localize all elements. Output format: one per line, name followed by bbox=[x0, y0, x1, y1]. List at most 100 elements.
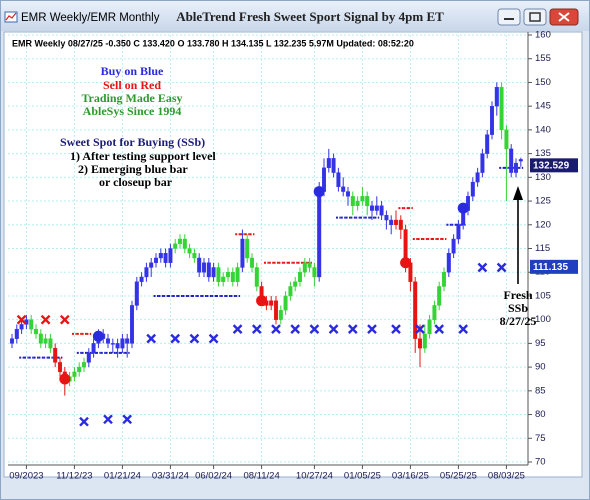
candle-body bbox=[201, 262, 206, 273]
window-title: AbleTrend Fresh Sweet Sport Signal by 4p… bbox=[176, 9, 444, 24]
buy-x-marker bbox=[189, 333, 200, 344]
candle-body bbox=[278, 309, 283, 320]
candle-body bbox=[173, 243, 178, 249]
buy-x-marker bbox=[458, 324, 469, 335]
candle-body bbox=[326, 158, 331, 169]
candle-body bbox=[197, 257, 202, 273]
candle-body bbox=[312, 267, 317, 278]
close-icon bbox=[558, 12, 570, 22]
candle-body bbox=[187, 248, 192, 254]
y-tick-label: 85 bbox=[535, 385, 546, 396]
candle-body bbox=[249, 257, 254, 268]
candle-body bbox=[384, 215, 389, 221]
buy-x-marker bbox=[415, 324, 425, 335]
candle-body bbox=[509, 148, 514, 173]
y-tick-label: 130 bbox=[535, 172, 551, 183]
candle-body bbox=[475, 172, 480, 183]
candle-body bbox=[422, 333, 427, 349]
y-tick-label: 115 bbox=[535, 243, 550, 254]
sell-circle bbox=[59, 373, 71, 385]
candle-body bbox=[451, 238, 456, 254]
candle-body bbox=[34, 328, 39, 335]
buy-x-marker bbox=[477, 262, 488, 273]
buy-x-marker bbox=[170, 333, 181, 344]
candle-body bbox=[38, 333, 43, 344]
candle-body bbox=[14, 328, 19, 339]
sell-x-marker bbox=[40, 314, 51, 325]
candle-body bbox=[379, 205, 384, 216]
buy-x-marker bbox=[122, 414, 133, 425]
x-tick-label: 08/03/25 bbox=[488, 471, 525, 482]
buy-x-marker bbox=[328, 324, 339, 335]
y-tick-label: 80 bbox=[535, 409, 546, 420]
annotation: SSb bbox=[508, 301, 528, 315]
buy-x-marker bbox=[391, 324, 401, 335]
buy-x-marker bbox=[347, 324, 358, 335]
candle-body bbox=[350, 196, 355, 207]
y-tick-label: 70 bbox=[535, 457, 546, 468]
price-tag bbox=[530, 259, 578, 274]
annotation: or closeup bar bbox=[99, 175, 173, 189]
candle-body bbox=[302, 262, 307, 273]
candle-body bbox=[29, 319, 34, 330]
candle-body bbox=[398, 219, 403, 230]
x-tick-label: 03/31/24 bbox=[152, 471, 189, 482]
candle-body bbox=[418, 338, 423, 349]
candle-body bbox=[158, 253, 163, 259]
x-tick-label: 06/02/24 bbox=[195, 471, 232, 482]
candle-body bbox=[115, 343, 120, 349]
candle-body bbox=[153, 257, 158, 263]
price-tag-label: 111.135 bbox=[533, 262, 568, 273]
candle-body bbox=[254, 267, 259, 287]
y-tick-label: 145 bbox=[535, 101, 551, 112]
candle-body bbox=[494, 86, 499, 107]
candle-body bbox=[206, 262, 211, 278]
candle-body bbox=[485, 134, 490, 154]
buy-x-marker bbox=[434, 324, 445, 335]
candle-body bbox=[216, 267, 221, 282]
candle-body bbox=[346, 191, 351, 197]
candle-body bbox=[192, 253, 197, 259]
candle-body bbox=[432, 305, 437, 320]
y-tick-label: 150 bbox=[535, 77, 551, 88]
candle-body bbox=[58, 362, 63, 373]
quote-header: EMR Weekly 08/27/25 -0.350 C 133.420 O 1… bbox=[12, 38, 414, 48]
candle-body bbox=[105, 338, 110, 344]
candle-body bbox=[298, 272, 303, 282]
candle-body bbox=[240, 238, 245, 268]
y-tick-label: 135 bbox=[535, 148, 551, 159]
candle-body bbox=[211, 267, 216, 278]
candle-body bbox=[394, 219, 399, 225]
x-tick-label: 10/27/24 bbox=[296, 471, 333, 482]
candle-body bbox=[221, 276, 226, 282]
annotation: Fresh bbox=[503, 288, 532, 302]
candle-body bbox=[139, 276, 144, 282]
buy-x-marker bbox=[309, 324, 320, 335]
candle-body bbox=[446, 253, 451, 273]
annotation: Sell on Red bbox=[103, 78, 161, 92]
app-icon-line bbox=[5, 12, 17, 21]
candle-body bbox=[134, 281, 139, 306]
x-tick-label: 05/25/25 bbox=[440, 471, 477, 482]
maximize-button[interactable] bbox=[523, 8, 547, 26]
annotation: AbleSys Since 1994 bbox=[83, 104, 182, 118]
candle-body bbox=[168, 248, 173, 263]
buy-x-marker bbox=[271, 324, 281, 335]
candle-body bbox=[307, 262, 312, 268]
candle-body bbox=[86, 352, 91, 363]
annotation: 8/27/25 bbox=[500, 314, 537, 328]
candle-body bbox=[72, 371, 77, 377]
y-tick-label: 155 bbox=[535, 53, 551, 64]
candle-body bbox=[230, 272, 235, 282]
candle-body bbox=[389, 219, 394, 225]
candle-body bbox=[125, 338, 130, 344]
minimize-button[interactable] bbox=[497, 8, 521, 26]
x-tick-label: 11/12/23 bbox=[56, 471, 92, 482]
sell-x-marker bbox=[16, 314, 27, 325]
candle-body bbox=[53, 347, 58, 363]
candle-body bbox=[480, 153, 485, 173]
window-tab[interactable]: EMR Weekly/EMR Monthly bbox=[21, 12, 160, 24]
candle-body bbox=[144, 267, 149, 278]
plot: 132.529 111.135 bbox=[9, 82, 578, 427]
buy-x-marker bbox=[251, 324, 262, 335]
